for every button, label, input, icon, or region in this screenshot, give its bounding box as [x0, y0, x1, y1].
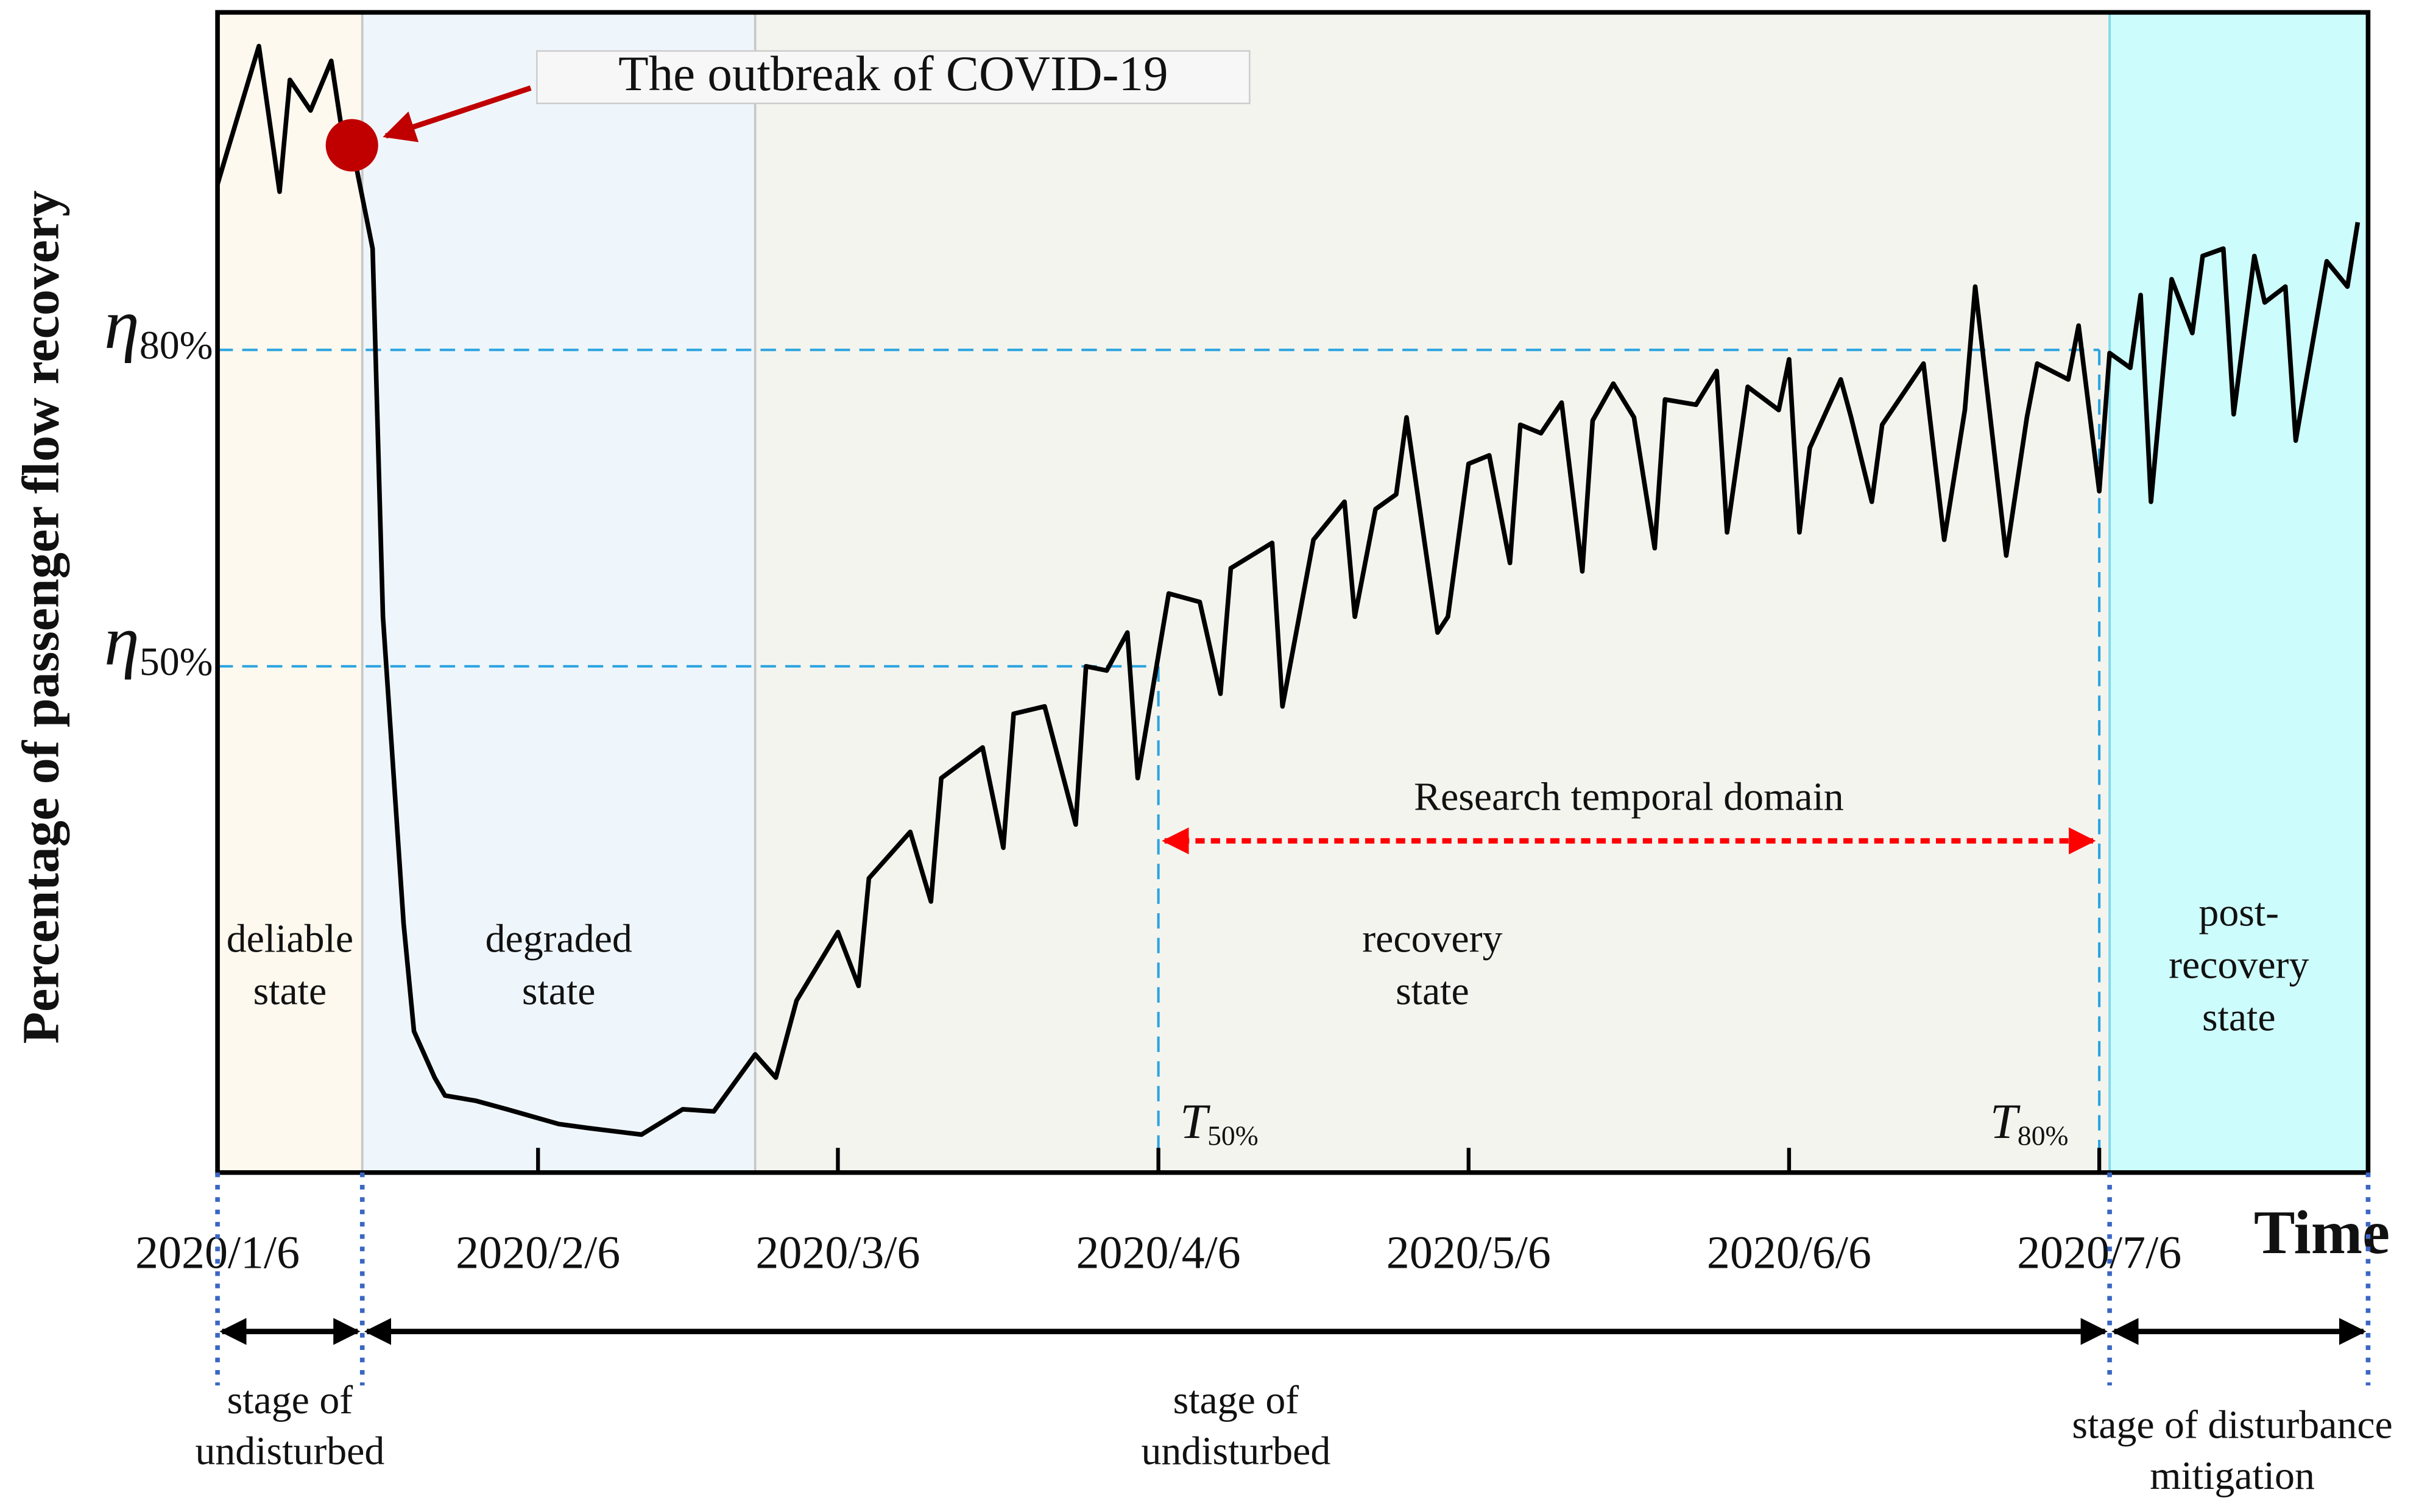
x-axis-label: Time: [2254, 1198, 2390, 1266]
marker-label: T80%: [1990, 1093, 2069, 1151]
region-label: state: [522, 969, 596, 1014]
stage-label: undisturbed: [1141, 1429, 1330, 1473]
region: [2110, 12, 2368, 1173]
annotation-arrow: [383, 85, 532, 143]
marker-label: T50%: [1180, 1093, 1259, 1151]
stage-label: stage of: [1173, 1378, 1299, 1422]
domain-label: Research temporal domain: [1414, 775, 1844, 819]
y-tick-label: η80%: [104, 285, 213, 368]
stage-label: stage of disturbance: [2072, 1402, 2392, 1447]
region-label: degraded: [486, 917, 632, 961]
annotation-text: The outbreak of COVID-19: [618, 46, 1168, 101]
plot-frame: [215, 10, 2371, 1175]
region-label: recovery: [1362, 917, 1502, 961]
stage-label: mitigation: [2150, 1454, 2315, 1498]
region-label: state: [253, 969, 327, 1014]
region: [217, 12, 362, 1173]
region-label: deliable: [227, 917, 353, 961]
region-label: state: [1396, 969, 1469, 1014]
region-label: post-: [2198, 890, 2279, 934]
stage-label: stage of: [227, 1378, 353, 1422]
y-tick-label: η50%: [104, 601, 213, 684]
region-label: state: [2202, 995, 2276, 1040]
outbreak-point: [325, 119, 378, 172]
x-tick-label: 2020/6/6: [1707, 1228, 1871, 1279]
annotation-box: [536, 50, 1251, 105]
region-label: recovery: [2169, 943, 2309, 987]
x-tick-label: 2020/7/6: [2017, 1228, 2181, 1279]
region: [362, 12, 755, 1173]
x-tick-label: 2020/4/6: [1076, 1228, 1241, 1279]
x-tick-label: 2020/2/6: [456, 1228, 620, 1279]
y-axis-label: Percentage of passenger flow recovery: [12, 191, 70, 1044]
series-line: [215, 43, 2361, 1137]
x-tick-label: 2020/3/6: [755, 1228, 920, 1279]
x-tick-label: 2020/5/6: [1386, 1228, 1551, 1279]
stage-label: undisturbed: [195, 1429, 384, 1473]
